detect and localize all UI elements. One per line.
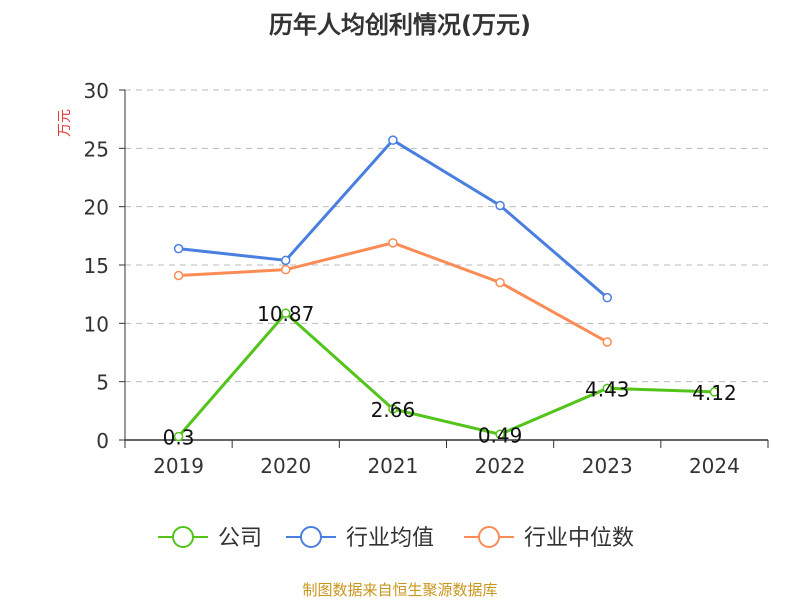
data-point	[173, 270, 184, 281]
y-tick-label: 15	[84, 254, 109, 278]
data-point	[602, 383, 612, 394]
series-line-2	[178, 241, 608, 344]
data-point	[602, 337, 612, 347]
series-line-0	[177, 311, 715, 438]
x-tick-label: 2022	[475, 454, 526, 478]
data-point	[709, 387, 720, 397]
data-label: 0.3	[163, 426, 195, 450]
data-point	[602, 292, 612, 303]
y-tick-label: 0	[96, 429, 109, 453]
y-tick-label: 10	[84, 312, 109, 336]
data-point	[495, 429, 505, 440]
data-label: 4.12	[692, 381, 737, 405]
data-point	[388, 404, 398, 414]
data-label: 10.87	[257, 302, 314, 326]
y-axis-label: 万元	[57, 109, 73, 137]
legend-marker	[478, 526, 500, 548]
y-tick-label: 20	[84, 196, 109, 220]
legend-marker	[172, 526, 194, 548]
y-tick-label: 5	[96, 371, 109, 395]
data-point	[388, 238, 398, 248]
series-line-1	[178, 138, 609, 299]
chart-title: 历年人均创利情况(万元)	[269, 11, 531, 39]
data-point	[281, 308, 291, 318]
x-tick-label: 2021	[367, 454, 418, 478]
legend-marker	[300, 526, 322, 548]
y-tick-label: 25	[84, 137, 109, 161]
data-label: 2.66	[371, 398, 416, 422]
data-point	[173, 431, 184, 442]
y-tick-label: 30	[84, 79, 109, 103]
x-tick-label: 2024	[689, 454, 740, 478]
legend-label: 行业中位数	[524, 526, 634, 551]
data-label: 4.43	[585, 377, 630, 401]
data-label: 0.49	[478, 423, 523, 447]
data-point	[388, 135, 398, 145]
x-tick-label: 2019	[153, 454, 204, 478]
legend-label: 行业均值	[346, 526, 434, 551]
source-note: 制图数据来自恒生聚源数据库	[302, 581, 497, 599]
data-point	[281, 264, 291, 275]
legend-label: 公司	[218, 526, 262, 551]
data-point	[281, 255, 291, 266]
data-point	[495, 200, 505, 211]
x-tick-label: 2020	[260, 454, 311, 478]
x-tick-label: 2023	[582, 454, 633, 478]
data-point	[495, 277, 505, 288]
data-point	[173, 243, 184, 254]
